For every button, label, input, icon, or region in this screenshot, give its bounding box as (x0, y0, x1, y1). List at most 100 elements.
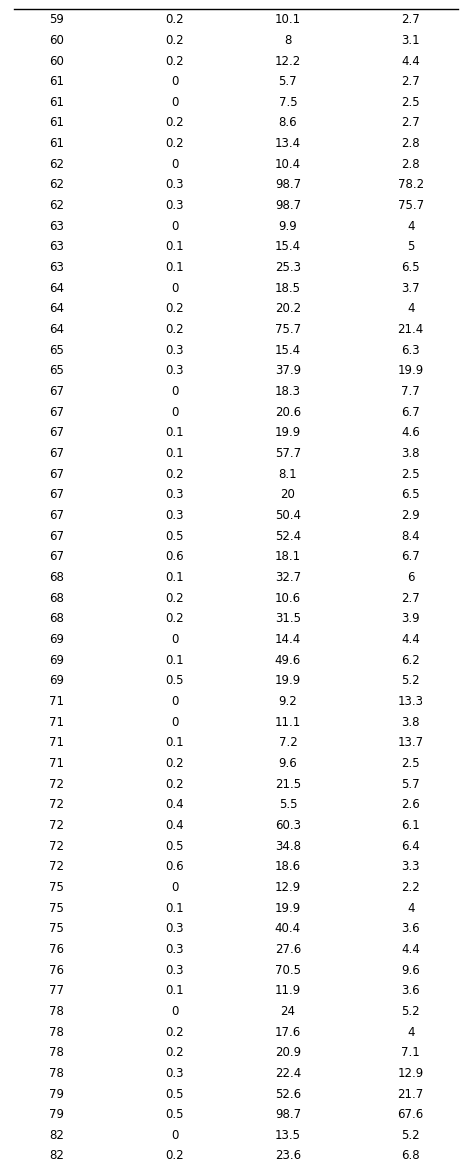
Text: 64: 64 (49, 323, 64, 336)
Text: 0.3: 0.3 (165, 344, 184, 357)
Text: 3.6: 3.6 (401, 923, 420, 936)
Text: 0.3: 0.3 (165, 199, 184, 212)
Text: 3.1: 3.1 (401, 34, 420, 47)
Text: 52.4: 52.4 (275, 529, 301, 542)
Text: 0.3: 0.3 (165, 509, 184, 522)
Text: 75: 75 (49, 881, 64, 893)
Text: 67: 67 (49, 385, 64, 398)
Text: 0.2: 0.2 (165, 34, 184, 47)
Text: 0.1: 0.1 (165, 653, 184, 666)
Text: 4.4: 4.4 (401, 943, 420, 956)
Text: 79: 79 (49, 1108, 64, 1121)
Text: 6.7: 6.7 (401, 550, 420, 563)
Text: 0.5: 0.5 (165, 674, 184, 687)
Text: 65: 65 (49, 364, 64, 377)
Text: 71: 71 (49, 737, 64, 749)
Text: 0.2: 0.2 (165, 137, 184, 150)
Text: 24: 24 (280, 1005, 295, 1018)
Text: 3.6: 3.6 (401, 984, 420, 998)
Text: 27.6: 27.6 (275, 943, 301, 956)
Text: 2.2: 2.2 (401, 881, 420, 893)
Text: 67: 67 (49, 550, 64, 563)
Text: 61: 61 (49, 75, 64, 88)
Text: 0.2: 0.2 (165, 55, 184, 68)
Text: 2.9: 2.9 (401, 509, 420, 522)
Text: 62: 62 (49, 199, 64, 212)
Text: 6.3: 6.3 (401, 344, 420, 357)
Text: 12.9: 12.9 (275, 881, 301, 893)
Text: 4: 4 (407, 220, 414, 233)
Text: 77: 77 (49, 984, 64, 998)
Text: 0.3: 0.3 (165, 364, 184, 377)
Text: 10.1: 10.1 (275, 13, 301, 26)
Text: 11.9: 11.9 (275, 984, 301, 998)
Text: 76: 76 (49, 943, 64, 956)
Text: 0.2: 0.2 (165, 756, 184, 771)
Text: 5.7: 5.7 (401, 778, 420, 790)
Text: 3.8: 3.8 (401, 447, 420, 460)
Text: 71: 71 (49, 756, 64, 771)
Text: 6.8: 6.8 (401, 1150, 420, 1163)
Text: 5: 5 (407, 240, 414, 253)
Text: 68: 68 (49, 612, 64, 625)
Text: 7.1: 7.1 (401, 1046, 420, 1060)
Text: 14.4: 14.4 (275, 634, 301, 646)
Text: 8.1: 8.1 (278, 467, 297, 481)
Text: 64: 64 (49, 302, 64, 315)
Text: 0: 0 (171, 1129, 178, 1142)
Text: 13.7: 13.7 (397, 737, 424, 749)
Text: 22.4: 22.4 (275, 1067, 301, 1080)
Text: 40.4: 40.4 (275, 923, 301, 936)
Text: 98.7: 98.7 (275, 178, 301, 192)
Text: 67: 67 (49, 447, 64, 460)
Text: 2.8: 2.8 (401, 137, 420, 150)
Text: 0.2: 0.2 (165, 116, 184, 130)
Text: 67: 67 (49, 467, 64, 481)
Text: 0.3: 0.3 (165, 488, 184, 501)
Text: 62: 62 (49, 178, 64, 192)
Text: 0.1: 0.1 (165, 571, 184, 584)
Text: 9.6: 9.6 (401, 964, 420, 977)
Text: 5.2: 5.2 (401, 674, 420, 687)
Text: 18.1: 18.1 (275, 550, 301, 563)
Text: 0: 0 (171, 282, 178, 295)
Text: 20.6: 20.6 (275, 405, 301, 419)
Text: 0.2: 0.2 (165, 1046, 184, 1060)
Text: 0: 0 (171, 75, 178, 88)
Text: 3.7: 3.7 (401, 282, 420, 295)
Text: 60: 60 (49, 34, 64, 47)
Text: 0.3: 0.3 (165, 178, 184, 192)
Text: 3.8: 3.8 (401, 715, 420, 728)
Text: 5.2: 5.2 (401, 1005, 420, 1018)
Text: 72: 72 (49, 819, 64, 831)
Text: 8.4: 8.4 (401, 529, 420, 542)
Text: 6.5: 6.5 (401, 488, 420, 501)
Text: 32.7: 32.7 (275, 571, 301, 584)
Text: 20: 20 (280, 488, 295, 501)
Text: 18.3: 18.3 (275, 385, 301, 398)
Text: 0.1: 0.1 (165, 426, 184, 439)
Text: 78: 78 (49, 1046, 64, 1060)
Text: 75: 75 (49, 923, 64, 936)
Text: 0: 0 (171, 715, 178, 728)
Text: 0.1: 0.1 (165, 984, 184, 998)
Text: 72: 72 (49, 840, 64, 852)
Text: 0: 0 (171, 694, 178, 708)
Text: 50.4: 50.4 (275, 509, 301, 522)
Text: 0.1: 0.1 (165, 737, 184, 749)
Text: 20.2: 20.2 (275, 302, 301, 315)
Text: 12.9: 12.9 (397, 1067, 424, 1080)
Text: 17.6: 17.6 (275, 1026, 301, 1039)
Text: 5.7: 5.7 (278, 75, 297, 88)
Text: 19.9: 19.9 (275, 902, 301, 915)
Text: 2.6: 2.6 (401, 799, 420, 812)
Text: 67.6: 67.6 (397, 1108, 424, 1121)
Text: 6: 6 (407, 571, 414, 584)
Text: 67: 67 (49, 509, 64, 522)
Text: 75.7: 75.7 (397, 199, 424, 212)
Text: 15.4: 15.4 (275, 240, 301, 253)
Text: 7.7: 7.7 (401, 385, 420, 398)
Text: 13.5: 13.5 (275, 1129, 301, 1142)
Text: 98.7: 98.7 (275, 1108, 301, 1121)
Text: 63: 63 (49, 261, 64, 274)
